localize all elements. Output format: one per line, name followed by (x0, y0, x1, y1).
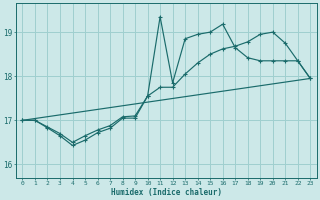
X-axis label: Humidex (Indice chaleur): Humidex (Indice chaleur) (111, 188, 222, 197)
